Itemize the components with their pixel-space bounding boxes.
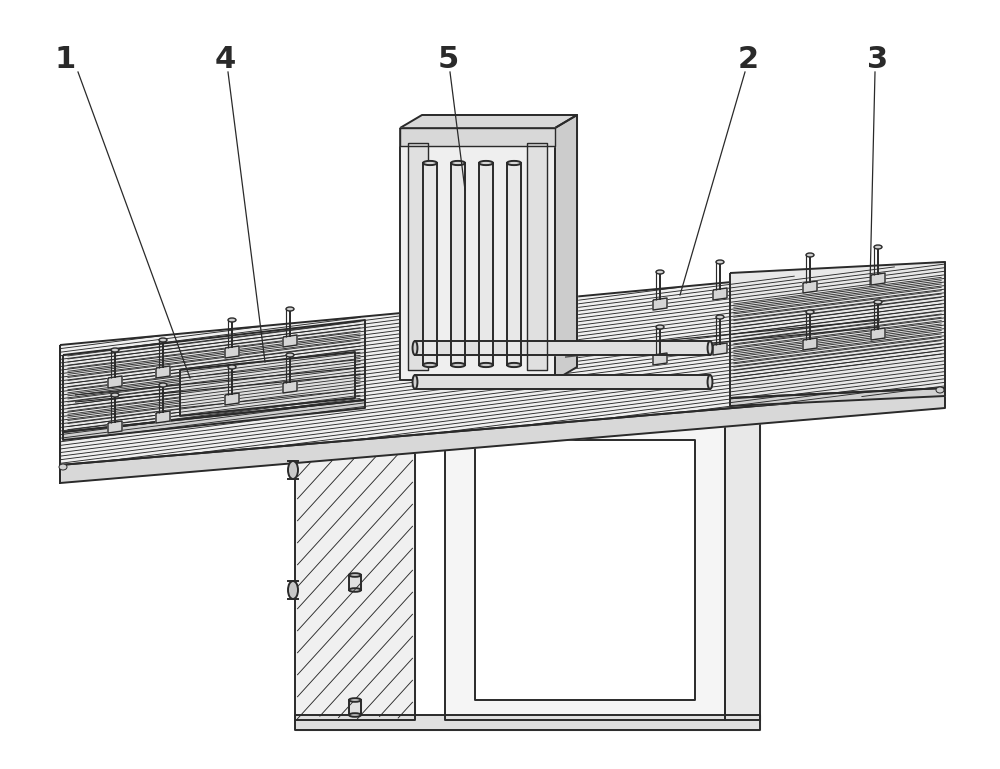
Ellipse shape <box>806 253 814 257</box>
Ellipse shape <box>159 383 167 387</box>
Polygon shape <box>400 115 577 128</box>
Polygon shape <box>63 400 365 440</box>
Polygon shape <box>283 335 297 347</box>
Ellipse shape <box>936 387 944 393</box>
Polygon shape <box>225 393 239 405</box>
Ellipse shape <box>59 464 67 470</box>
Ellipse shape <box>874 245 882 249</box>
Polygon shape <box>713 343 727 355</box>
Ellipse shape <box>708 341 712 355</box>
Text: 3: 3 <box>867 45 889 75</box>
Ellipse shape <box>111 393 119 397</box>
Polygon shape <box>527 143 547 370</box>
Ellipse shape <box>286 307 294 311</box>
Polygon shape <box>63 320 365 432</box>
Polygon shape <box>730 388 945 406</box>
Polygon shape <box>653 298 667 310</box>
Ellipse shape <box>159 338 167 342</box>
Polygon shape <box>225 346 239 358</box>
Ellipse shape <box>288 461 298 479</box>
Ellipse shape <box>874 300 882 304</box>
Polygon shape <box>713 288 727 300</box>
Ellipse shape <box>286 353 294 357</box>
Polygon shape <box>871 328 885 340</box>
Text: 5: 5 <box>437 45 459 75</box>
Polygon shape <box>555 115 577 380</box>
Ellipse shape <box>716 315 724 319</box>
Polygon shape <box>295 715 760 730</box>
Ellipse shape <box>228 365 236 369</box>
Text: 2: 2 <box>737 45 759 75</box>
Polygon shape <box>871 273 885 285</box>
Polygon shape <box>730 262 945 398</box>
Ellipse shape <box>349 588 361 592</box>
Polygon shape <box>507 163 521 365</box>
Ellipse shape <box>708 375 712 389</box>
Polygon shape <box>803 338 817 350</box>
Polygon shape <box>475 440 695 700</box>
Ellipse shape <box>451 161 465 165</box>
Ellipse shape <box>349 713 361 717</box>
Ellipse shape <box>423 363 437 367</box>
Ellipse shape <box>507 161 521 165</box>
Ellipse shape <box>349 573 361 577</box>
Polygon shape <box>60 390 945 483</box>
Ellipse shape <box>479 161 493 165</box>
Text: 1: 1 <box>54 45 76 75</box>
Polygon shape <box>423 163 437 365</box>
Polygon shape <box>400 128 555 146</box>
Ellipse shape <box>349 698 361 702</box>
Ellipse shape <box>806 310 814 314</box>
Polygon shape <box>451 163 465 365</box>
Polygon shape <box>349 700 361 715</box>
Polygon shape <box>653 353 667 365</box>
Ellipse shape <box>288 581 298 599</box>
Polygon shape <box>295 415 415 720</box>
Ellipse shape <box>413 341 417 355</box>
Ellipse shape <box>656 270 664 274</box>
Ellipse shape <box>111 348 119 352</box>
Ellipse shape <box>413 375 417 389</box>
Polygon shape <box>725 415 760 720</box>
Ellipse shape <box>479 363 493 367</box>
Polygon shape <box>479 163 493 365</box>
Ellipse shape <box>507 363 521 367</box>
Polygon shape <box>283 381 297 393</box>
Polygon shape <box>803 281 817 293</box>
Polygon shape <box>415 375 710 389</box>
Polygon shape <box>408 143 428 370</box>
Polygon shape <box>415 341 710 355</box>
Polygon shape <box>108 421 122 433</box>
Polygon shape <box>156 411 170 423</box>
Polygon shape <box>400 128 555 380</box>
Polygon shape <box>445 415 725 720</box>
Text: 4: 4 <box>214 45 236 75</box>
Polygon shape <box>108 376 122 388</box>
Ellipse shape <box>451 363 465 367</box>
Ellipse shape <box>656 325 664 329</box>
Polygon shape <box>60 262 945 465</box>
Polygon shape <box>422 115 577 367</box>
Ellipse shape <box>423 161 437 165</box>
Polygon shape <box>156 366 170 378</box>
Polygon shape <box>349 575 361 590</box>
Ellipse shape <box>716 260 724 264</box>
Ellipse shape <box>228 318 236 322</box>
Polygon shape <box>180 352 355 416</box>
